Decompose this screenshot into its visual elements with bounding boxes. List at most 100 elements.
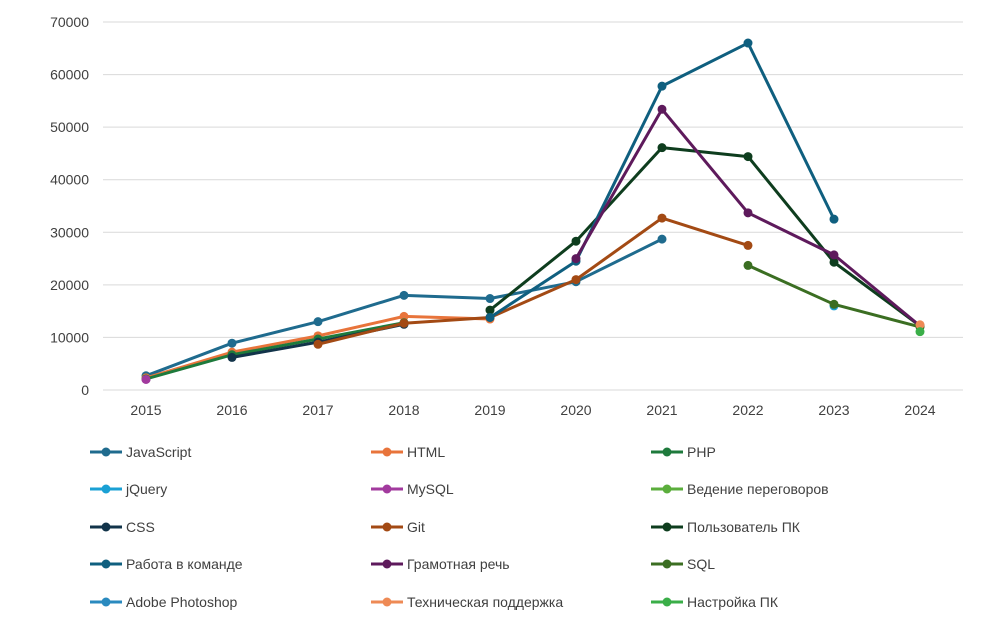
x-tick-label: 2024 [904,402,935,418]
series-line [316,216,750,346]
y-tick-label: 0 [81,382,89,398]
legend-label: JavaScript [126,444,192,460]
data-point [571,236,581,246]
legend-label: PHP [687,444,716,460]
series-line [574,107,922,328]
legend-swatch-marker [662,522,672,532]
data-point [657,143,667,153]
data-point [399,290,409,300]
legend-swatch-marker [101,559,111,569]
legend-swatch-marker [382,447,392,457]
legend-swatch-marker [101,447,111,457]
legend-item: Работа в команде [88,554,243,574]
legend-label: Работа в команде [126,556,243,572]
legend-item: Грамотная речь [369,554,510,574]
data-point [743,240,753,250]
data-point [485,305,495,315]
x-tick-label: 2023 [818,402,849,418]
data-point [915,327,925,337]
data-point [657,81,667,91]
y-tick-label: 50000 [50,119,89,135]
legend-label: Adobe Photoshop [126,594,238,610]
y-tick-label: 40000 [50,172,89,188]
data-point [657,104,667,114]
legend-swatch [90,447,122,457]
legend-item: jQuery [88,479,167,499]
series-4 [141,374,151,384]
legend-item: Git [369,517,425,537]
legend-swatch [651,559,683,569]
legend-item: Adobe Photoshop [88,592,237,612]
data-point [829,214,839,224]
legend-swatch [371,597,403,607]
legend-item: Ведение переговоров [649,479,829,499]
series-8 [485,143,925,331]
legend-item: HTML [369,442,445,462]
data-point [313,317,323,327]
x-tick-label: 2016 [216,402,247,418]
y-tick-label: 10000 [50,329,89,345]
data-point [743,152,753,162]
data-point [227,352,237,362]
data-point [571,275,581,285]
data-point [485,312,495,322]
data-point [141,374,151,384]
legend-swatch-marker [662,447,672,457]
legend-swatch [651,447,683,457]
data-point [313,339,323,349]
legend-swatch [90,559,122,569]
series-7 [313,213,753,349]
legend-swatch-marker [382,559,392,569]
legend-label: HTML [407,444,446,460]
y-tick-label: 20000 [50,277,89,293]
legend-swatch-marker [101,522,111,532]
x-tick-label: 2020 [560,402,591,418]
legend-label: Пользователь ПК [687,519,800,535]
x-tick-label: 2021 [646,402,677,418]
legend-label: Настройка ПК [687,594,779,610]
data-point [227,338,237,348]
data-point [657,234,667,244]
legend-swatch-marker [662,484,672,494]
series-line [144,321,406,381]
legend-swatch [371,559,403,569]
gridlines [103,21,963,391]
y-tick-label: 30000 [50,224,89,240]
series-line [746,263,922,329]
legend-swatch-marker [382,522,392,532]
legend-swatch [651,522,683,532]
legend-swatch [90,484,122,494]
legend-swatch [371,484,403,494]
data-point [829,299,839,309]
legend-item: Техническая поддержка [369,592,563,612]
x-tick-label: 2022 [732,402,763,418]
x-tick-label: 2018 [388,402,419,418]
legend-label: Ведение переговоров [687,481,829,497]
y-axis-ticks: 0 10000 20000 30000 40000 50000 60000 70000 [50,14,89,398]
legend-item: MySQL [369,479,454,499]
series-9 [485,38,839,322]
legend-item: PHP [649,442,716,462]
legend-swatch [651,597,683,607]
legend-label: SQL [687,556,716,572]
legend-item: JavaScript [88,442,191,462]
data-point [829,257,839,267]
legend-item: Пользователь ПК [649,517,800,537]
legend-swatch [90,597,122,607]
legend-swatch-marker [101,484,111,494]
x-axis-ticks: 2015 2016 2017 2018 2019 2020 2021 2022 2023 2024 [130,402,935,418]
data-point [571,254,581,264]
legend-item: CSS [88,517,155,537]
y-tick-label: 70000 [50,14,89,30]
legend-swatch [651,484,683,494]
legend-swatch [90,522,122,532]
y-tick-label: 60000 [50,67,89,83]
x-tick-label: 2019 [474,402,505,418]
legend-swatch-marker [662,559,672,569]
x-tick-label: 2017 [302,402,333,418]
data-point [829,250,839,260]
data-point [743,38,753,48]
legend-label: CSS [126,519,155,535]
series-10 [571,104,925,331]
legend-item: Настройка ПК [649,592,778,612]
